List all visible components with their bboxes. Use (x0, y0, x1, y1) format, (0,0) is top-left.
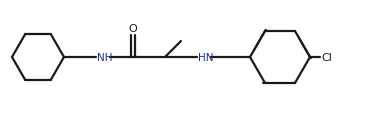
Text: Cl: Cl (321, 53, 332, 62)
Text: HN: HN (198, 53, 214, 62)
Text: NH: NH (97, 53, 113, 62)
Text: O: O (129, 24, 137, 34)
